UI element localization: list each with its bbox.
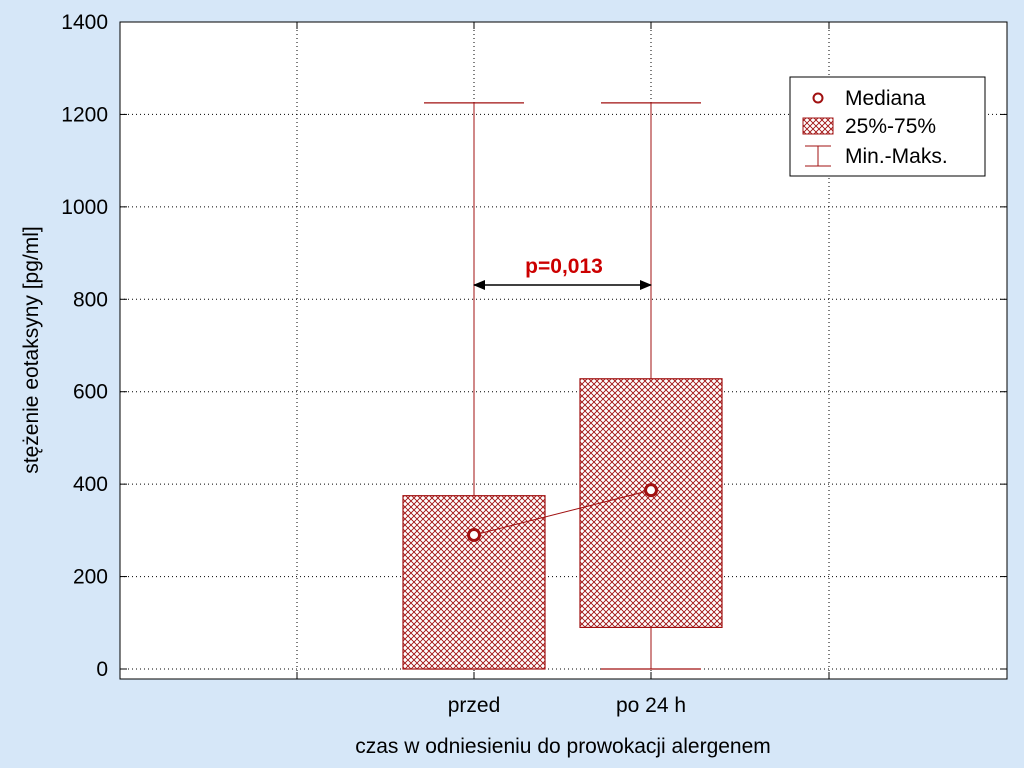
y-tick-label: 400 xyxy=(73,473,108,496)
median-marker xyxy=(644,483,658,498)
legend-label: Mediana xyxy=(845,87,926,110)
significance-annotation: p=0,013 xyxy=(473,255,652,290)
iqr-box xyxy=(402,495,546,670)
iqr-box xyxy=(579,378,723,629)
median-connector xyxy=(473,489,652,536)
x-tick-label: przed xyxy=(448,694,501,717)
y-tick-label: 1000 xyxy=(61,196,108,219)
x-axis-title: czas w odniesieniu do prowokacji alergen… xyxy=(355,735,771,758)
y-tick-label: 1200 xyxy=(61,103,108,126)
axes: 0 200 400 600 800 1000 1200 1400 przed po 24 h xyxy=(61,11,1007,717)
legend-iqr-symbol xyxy=(802,117,834,135)
legend-median-symbol xyxy=(812,92,824,104)
y-tick-label: 200 xyxy=(73,566,108,589)
legend: Mediana 25%-75% Min.-Maks. xyxy=(789,76,986,177)
x-tick-label: po 24 h xyxy=(616,694,686,717)
legend-label: Min.-Maks. xyxy=(845,145,948,168)
legend-label: 25%-75% xyxy=(845,115,936,138)
median-marker xyxy=(467,527,481,542)
box-group xyxy=(579,102,723,670)
y-tick-label: 800 xyxy=(73,288,108,311)
y-tick-label: 600 xyxy=(73,381,108,404)
p-value-label: p=0,013 xyxy=(525,255,603,278)
box-series xyxy=(402,102,723,670)
box-group xyxy=(402,102,546,670)
y-tick-label: 1400 xyxy=(61,11,108,34)
y-tick-label: 0 xyxy=(96,658,108,681)
y-axis-title: stężenie eotaksyny [pg/ml] xyxy=(20,226,43,473)
